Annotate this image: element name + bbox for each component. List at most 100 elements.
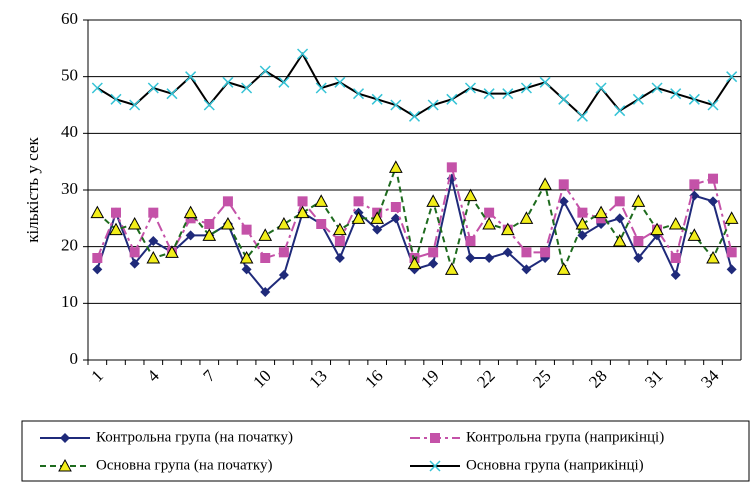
point [558,179,569,190]
y-tick-label: 50 [61,66,78,85]
point [92,253,103,263]
point [482,216,496,230]
legend-label: Основна група (наприкінці) [466,457,644,473]
point [390,99,402,111]
point [612,233,627,247]
point [351,211,366,224]
point [129,99,141,111]
point [316,219,327,229]
point [239,250,254,264]
point [334,76,346,88]
point [558,93,570,105]
point [370,211,385,224]
point [110,93,122,105]
point [146,250,161,264]
point [314,194,329,207]
point [277,216,291,230]
point [60,433,70,443]
point [464,82,477,94]
point [463,188,478,202]
point [689,179,700,190]
point [165,245,179,258]
y-tick-label: 40 [61,122,78,141]
point [726,71,738,83]
point [110,207,121,218]
point [670,253,681,263]
point [147,82,159,94]
series-line [96,52,733,118]
point [484,253,495,263]
point [222,196,233,207]
point [129,258,140,269]
point [429,460,441,472]
legend-label: Контрольна група (наприкінці) [466,429,664,445]
point [148,207,159,218]
x-tick-label: 19 [417,366,442,391]
point [577,207,588,218]
point [295,205,310,219]
point [297,196,308,207]
point [297,48,309,60]
point [521,247,532,258]
point [594,205,608,219]
point [724,211,739,224]
point [202,228,217,241]
point [353,196,364,207]
point [129,247,140,258]
point [502,88,514,100]
x-tick-label: 4 [143,366,163,386]
point [371,93,383,105]
point [668,216,683,230]
point [614,105,626,117]
point [427,99,439,111]
point [91,82,103,94]
point [576,110,588,122]
point [204,219,215,229]
x-tick-label: 28 [585,366,610,391]
point [484,207,495,218]
point [670,270,681,280]
y-tick-label: 30 [61,179,78,198]
point [539,76,551,88]
legend-label: Контрольна група (на початку) [96,429,293,445]
point [520,82,532,94]
y-tick-label: 10 [61,292,78,311]
point [633,253,644,263]
point [407,256,422,270]
point [428,258,439,269]
point [278,76,290,88]
point [241,264,252,275]
x-tick-label: 16 [361,366,386,391]
x-tick-label: 22 [473,366,498,391]
legend-box [21,420,750,482]
x-tick-label: 31 [641,366,666,391]
point [595,82,607,94]
point [390,202,401,212]
point [577,230,588,241]
point [465,253,476,263]
point [58,458,72,472]
point [221,216,235,230]
point [519,211,534,224]
point [109,222,123,236]
point [687,228,702,241]
point [185,213,196,224]
point [688,93,700,105]
point [538,177,552,190]
point [428,247,439,258]
point [444,262,459,275]
point [708,173,719,184]
point [334,253,345,263]
x-tick-label: 1 [87,366,106,385]
point [426,194,440,207]
point [260,287,271,297]
point [631,194,646,207]
x-tick-label: 7 [199,366,219,386]
legend-label: Основна група (на початку) [96,457,272,473]
point [315,82,327,94]
y-tick-label: 0 [70,349,79,368]
point [465,236,476,246]
point [483,88,495,100]
point [632,93,644,105]
point [408,110,421,122]
